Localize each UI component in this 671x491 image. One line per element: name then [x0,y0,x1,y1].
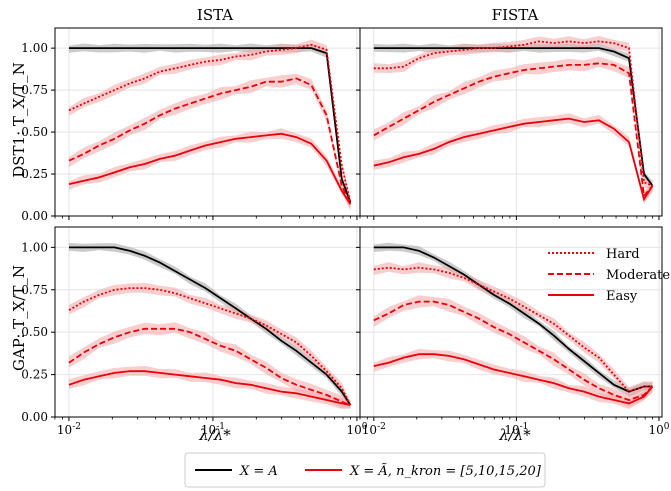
band-hard [69,282,351,409]
xlabel-left: λ/λ* [198,426,231,444]
ytick-label: 0.25 [21,368,48,382]
title-ista: ISTA [197,6,233,24]
panel-0: 0.00 0.25 0.50 0.75 1.00 [21,27,361,223]
band-x-a [69,43,351,207]
row-label-gap: GAP: T_X/T_N [10,265,28,371]
ytick-label: 1.00 [21,41,48,55]
panel-frame [54,27,361,217]
ytick-label: 0.75 [21,83,48,97]
panel-3: 10-2 10-1 100 [356,226,670,437]
ytick-label: 0.50 [21,325,48,339]
series-easy [68,132,352,205]
xlabel-right: λ/λ* [498,426,531,444]
series-hard [373,40,653,187]
ytick-label: 0.50 [21,125,48,139]
series-easy [68,370,351,406]
legend-easy-label: Easy [606,289,638,304]
legend-moderate-label: Moderate [606,268,670,283]
band-x-a [373,43,653,191]
bottom-legend: X = A X = Ã, n_kron = [5,10,15,20] [184,452,546,488]
band-moderate [373,295,653,407]
band-x-a [373,242,653,397]
series-moderate [373,300,654,401]
xtick-exponent: 0 [664,422,670,432]
series-easy [373,117,654,202]
ytick-label: 0.00 [21,209,48,223]
xtick-label: 100 [648,422,669,437]
bottom-legend-frame [184,452,546,488]
panel-frame [359,226,663,418]
plot-area [373,35,654,205]
series-easy [373,353,654,405]
legend-reduced-label: X = Ã, n_kron = [5,10,15,20] [349,463,542,479]
series-x-a [373,47,654,187]
series-moderate [68,327,351,406]
title-fista: FISTA [492,6,539,24]
band-easy [69,365,351,409]
band-hard [69,39,351,208]
series-moderate [373,62,654,199]
ytick-label: 0.25 [21,167,48,181]
xtick-exponent: -1 [520,422,529,432]
band-moderate [69,73,351,211]
xtick-label: 10-2 [57,422,81,437]
series-x-a [373,246,653,393]
band-moderate [69,322,351,409]
panel-frame [359,27,663,217]
legend-full-label: X = A [239,464,278,479]
ytick-label: 0.75 [21,283,48,297]
panel-1 [356,27,663,220]
row-label-dst1: DST1: T_X/T_N [10,62,28,178]
xtick-exponent: -2 [377,422,386,432]
band-easy [373,348,653,409]
plot-area [373,242,654,409]
series-x-a [69,246,352,406]
xtick-exponent: 0 [362,422,368,432]
series-hard [373,266,653,393]
ytick-label: 0.00 [21,410,48,424]
legend-hard-label: Hard [606,247,640,262]
xtick-exponent: -1 [216,422,225,432]
band-hard [373,262,653,398]
xtick-exponent: -2 [72,422,81,432]
inner-legend: Hard Moderate Easy [548,247,670,304]
series-x-a [69,47,352,203]
plot-area [68,242,352,409]
plot-area [68,39,352,211]
ytick-label: 1.00 [21,240,48,254]
series-hard [68,287,352,406]
series-hard [68,43,352,203]
band-moderate [373,56,653,202]
series-moderate [68,77,352,205]
xtick-label: 10-2 [362,422,386,437]
